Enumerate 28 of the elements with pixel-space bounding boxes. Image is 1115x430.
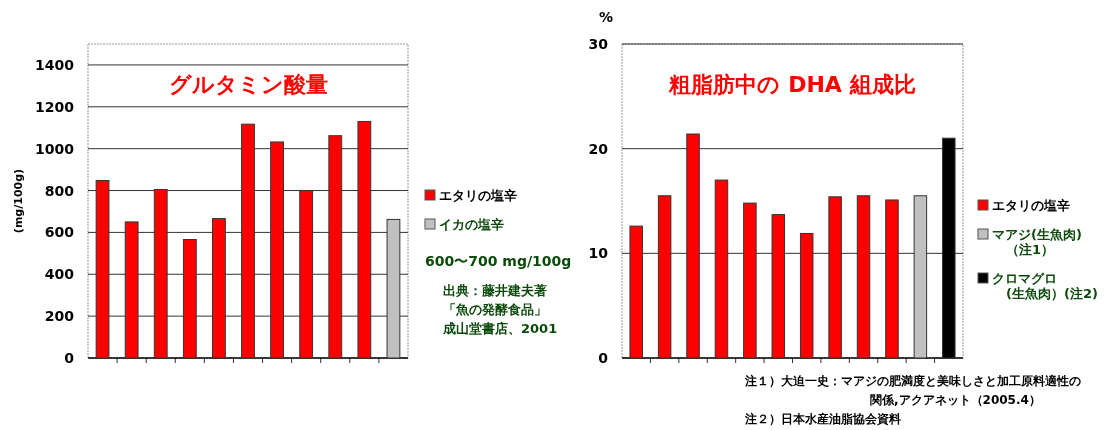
text: グルタミン酸量 [168,72,328,97]
text: 「魚の発酵食品」 [443,302,547,317]
legend-label: マアジ(生魚肉) （注1） [992,227,1082,257]
y-tick-label: 600 [44,224,75,241]
y-axis-title: % [598,9,614,25]
y-axis-title: (mg/100g) [12,168,25,234]
y-tick-label: 400 [44,266,75,283]
y-tick-label: 200 [44,308,75,325]
text: 注１）大迫一史：マアジの肥満度と美味しさと加工原料適性の [744,374,1081,388]
legend-label: エタリの塩辛 [992,198,1070,213]
text: 注２）日本水産油脂協会資料 [744,412,901,426]
text: 関係,アクアネット（2005.4） [870,393,1041,407]
y-tick-label: 1400 [35,56,75,73]
legend-label: クロマグロ (生魚肉）(注2) [992,271,1098,301]
y-tick-label: 800 [44,182,75,199]
legend-label: イカの塩辛 [439,217,504,232]
y-tick-label: 0 [598,350,609,366]
legend-label: エタリの塩辛 [439,188,517,203]
y-tick-label: 20 [588,140,609,157]
y-tick-label: 1200 [35,98,75,115]
y-tick-label: 10 [588,245,609,262]
source-note: 出典：藤井建夫著 [443,283,547,298]
text: 成山堂書店、2001 [442,321,558,336]
y-tick-label: 0 [64,350,75,366]
text: 粗脂肪中の DHA 組成比 [668,72,916,97]
text: 600〜700 mg/100g [425,253,572,269]
y-tick-label: 30 [588,36,609,52]
y-tick-label: 1000 [35,140,75,157]
